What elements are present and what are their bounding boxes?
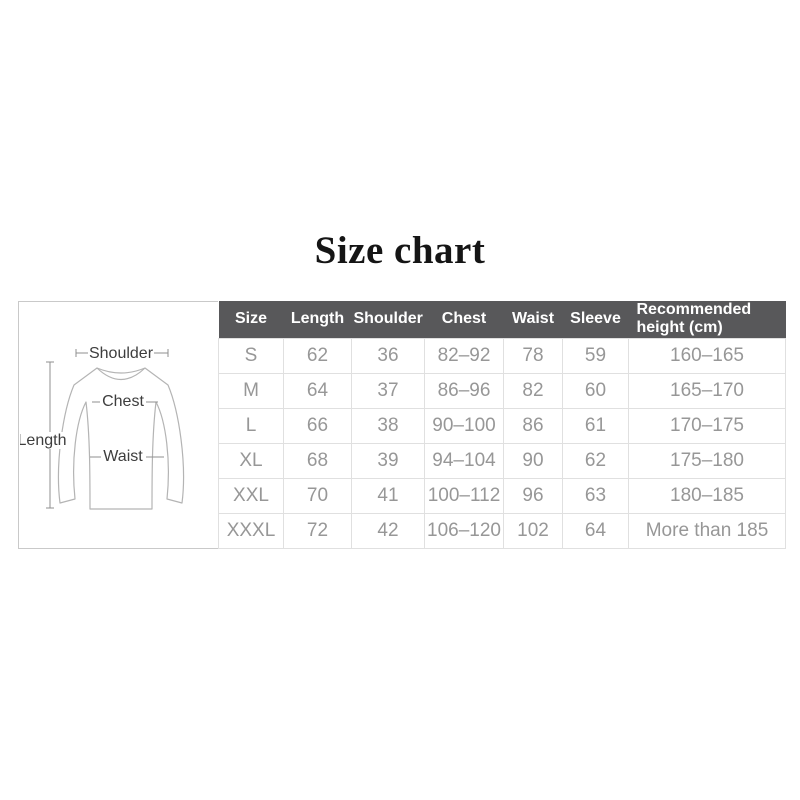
table-row: XL 68 39 94–104 90 62 175–180 [218,442,786,479]
shirt-measurement-diagram: Shoulder Length Chest Waist [18,301,218,549]
size-cell: L [218,407,284,444]
size-table: Size Length Shoulder Chest Waist Sleeve Recomm… [218,301,786,549]
value-cell: 63 [562,477,629,514]
table-body: S 62 36 82–92 78 59 160–165 M 64 37 86–96 82 60 165–1… [218,337,786,549]
value-cell: 72 [283,512,352,549]
value-cell: 180–185 [628,477,786,514]
value-cell: 64 [283,372,352,409]
value-cell: 160–165 [628,337,786,374]
size-cell: XXL [218,477,284,514]
chest-label: Chest [102,393,144,410]
value-cell: 86 [503,407,563,444]
value-cell: 70 [283,477,352,514]
value-cell: 59 [562,337,629,374]
collar-inner-arc [96,367,145,374]
column-header: Sleeve [562,301,629,339]
value-cell: 60 [562,372,629,409]
size-cell: M [218,372,284,409]
value-cell: 61 [562,407,629,444]
value-cell: 39 [351,442,425,479]
value-cell: 68 [283,442,352,479]
value-cell: 86–96 [424,372,504,409]
value-cell: 66 [283,407,352,444]
table-row: M 64 37 86–96 82 60 165–170 [218,372,786,409]
shoulder-label: Shoulder [88,345,153,362]
column-header: Length [283,301,352,339]
column-header: Chest [424,301,504,339]
table-header-row: Size Length Shoulder Chest Waist Sleeve Recomm… [218,301,786,339]
value-cell: 100–112 [424,477,504,514]
value-cell: 94–104 [424,442,504,479]
value-cell: 36 [351,337,425,374]
measurement-lines [45,349,168,509]
size-cell: XL [218,442,284,479]
table-row: L 66 38 90–100 86 61 170–175 [218,407,786,444]
waist-label: Waist [103,448,143,465]
value-cell: 37 [351,372,425,409]
value-cell: 82–92 [424,337,504,374]
value-cell: 165–170 [628,372,786,409]
value-cell: 90–100 [424,407,504,444]
value-cell: 96 [503,477,563,514]
content-area: Shoulder Length Chest Waist Size Length Sh… [18,301,786,549]
value-cell: 102 [503,512,563,549]
length-label: Length [20,432,66,449]
value-cell: More than 185 [628,512,786,549]
size-cell: XXXL [218,512,284,549]
value-cell: 106–120 [424,512,504,549]
shirt-diagram-svg: Shoulder Length Chest Waist [19,344,184,510]
value-cell: 42 [351,512,425,549]
value-cell: 78 [503,337,563,374]
table-row: XXXL 72 42 106–120 102 64 More than 185 [218,512,786,549]
value-cell: 62 [562,442,629,479]
value-cell: 170–175 [628,407,786,444]
value-cell: 62 [283,337,352,374]
value-cell: 82 [503,372,563,409]
size-cell: S [218,337,284,374]
label-backplates [19,344,154,465]
table-row: S 62 36 82–92 78 59 160–165 [218,337,786,374]
column-header: Waist [503,301,563,339]
shirt-outline-graphic [57,367,184,510]
column-header: Shoulder [351,301,425,339]
value-cell: 38 [351,407,425,444]
value-cell: 90 [503,442,563,479]
value-cell: 175–180 [628,442,786,479]
value-cell: 64 [562,512,629,549]
value-cell: 41 [351,477,425,514]
column-header: Recommended height (cm) [628,301,786,339]
table-row: XXL 70 41 100–112 96 63 180–185 [218,477,786,514]
page-title: Size chart [314,229,486,272]
column-header: Size [218,301,284,339]
